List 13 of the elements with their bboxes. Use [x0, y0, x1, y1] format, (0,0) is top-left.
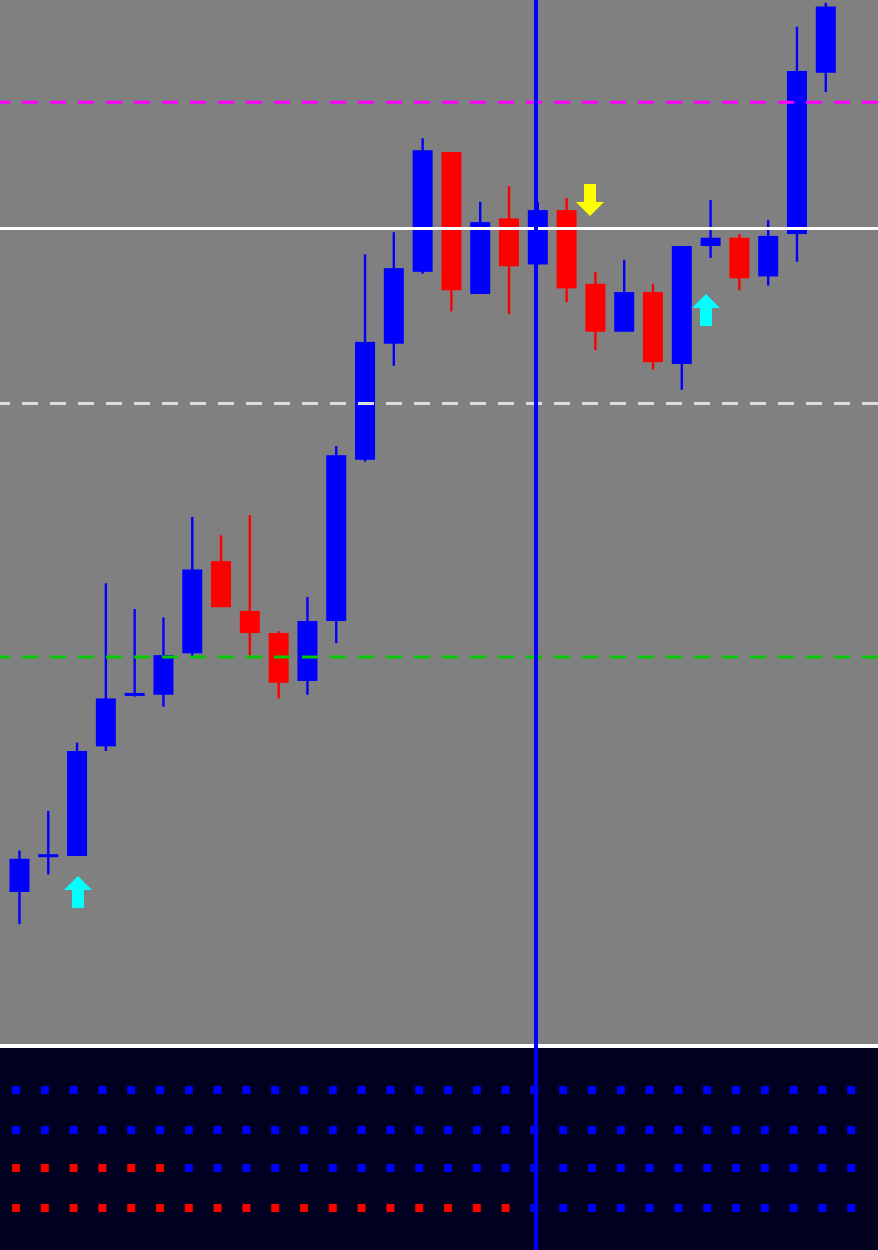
candlestick: [700, 198, 721, 260]
candlestick: [758, 219, 779, 287]
candlestick: [211, 534, 232, 609]
candlestick: [239, 513, 260, 657]
candlestick: [38, 809, 59, 876]
candlestick: [585, 270, 606, 352]
candlestick: [729, 232, 750, 292]
candlestick: [499, 184, 520, 316]
candlestick: [153, 616, 174, 708]
candlestick: [9, 849, 30, 926]
candlestick: [124, 607, 145, 698]
candlestick: [95, 582, 116, 753]
candlestick: [614, 258, 635, 333]
